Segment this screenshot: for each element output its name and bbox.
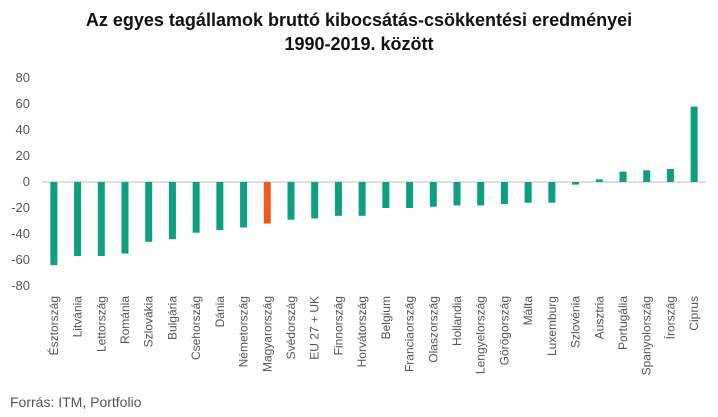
x-tick-label: Románia [118, 296, 132, 344]
chart-title-line2: 1990-2019. között [284, 34, 434, 54]
x-tick-label: Málta [521, 296, 535, 326]
x-tick-label: Ausztria [592, 296, 606, 340]
x-tick-label: Csehország [189, 296, 203, 360]
bar [287, 182, 295, 220]
bar [453, 182, 461, 206]
bar [263, 182, 271, 224]
x-tick-label: Franciaország [403, 296, 417, 372]
x-tick-label: Németország [237, 296, 251, 367]
x-tick-label: Dánia [213, 296, 227, 328]
chart-title: Az egyes tagállamok bruttó kibocsátás-cs… [0, 8, 718, 56]
bar [97, 182, 105, 257]
x-tick-label: Görögország [497, 296, 511, 365]
y-tick-label: -80 [11, 278, 30, 293]
x-tick-label: Finnország [331, 296, 345, 355]
x-tick-label: Szlovénia [569, 296, 583, 348]
bar [666, 169, 674, 182]
bar [121, 182, 129, 254]
x-tick-label: Luxemburg [545, 296, 559, 356]
x-tick-label: Spanyolország [640, 296, 654, 375]
chart-title-line1: Az egyes tagállamok bruttó kibocsátás-cs… [85, 10, 633, 30]
bar [74, 182, 82, 257]
bar [240, 182, 248, 228]
bar [429, 182, 437, 207]
x-tick-label: Írország [662, 296, 677, 339]
bar [548, 182, 556, 203]
bar [50, 182, 58, 266]
x-tick-label: EU 27 + UK [308, 296, 322, 360]
bar [406, 182, 414, 208]
x-tick-label: Bulgária [165, 296, 179, 340]
bar [145, 182, 153, 242]
x-tick-label: Szlovákia [142, 296, 156, 348]
x-tick-label: Magyarország [260, 296, 274, 372]
x-tick-label: Portugália [616, 296, 630, 350]
y-tick-label: 0 [23, 174, 30, 189]
y-tick-label: 60 [16, 96, 30, 111]
bar [477, 182, 485, 206]
x-tick-label: Svédország [284, 296, 298, 359]
source-note: Forrás: ITM, Portfolio [10, 394, 142, 410]
bar [690, 106, 698, 182]
y-tick-label: 40 [16, 122, 30, 137]
bar [192, 182, 200, 233]
x-tick-label: Hollandia [450, 296, 464, 346]
bar [572, 182, 580, 185]
x-tick-label: Olaszország [426, 296, 440, 363]
bar [643, 170, 651, 182]
bar [311, 182, 319, 219]
bar [500, 182, 508, 205]
bar [334, 182, 342, 216]
x-tick-label: Lengyelország [474, 296, 488, 374]
y-tick-label: 80 [16, 70, 30, 85]
bar [595, 179, 603, 182]
x-tick-label: Litvánia [71, 296, 85, 338]
x-tick-label: Belgium [379, 296, 393, 339]
bar [382, 182, 390, 208]
y-tick-label: 20 [16, 148, 30, 163]
y-tick-label: -40 [11, 226, 30, 241]
x-tick-label: Horvátország [355, 296, 369, 367]
bar [358, 182, 366, 216]
bar [619, 171, 627, 182]
x-tick-label: Ciprus [687, 296, 701, 331]
bar [524, 182, 532, 203]
y-tick-label: -20 [11, 200, 30, 215]
bar [216, 182, 224, 231]
x-tick-label: Észtország [46, 296, 61, 355]
bar [168, 182, 176, 240]
x-tick-label: Lettország [94, 296, 108, 352]
y-tick-label: -60 [11, 252, 30, 267]
